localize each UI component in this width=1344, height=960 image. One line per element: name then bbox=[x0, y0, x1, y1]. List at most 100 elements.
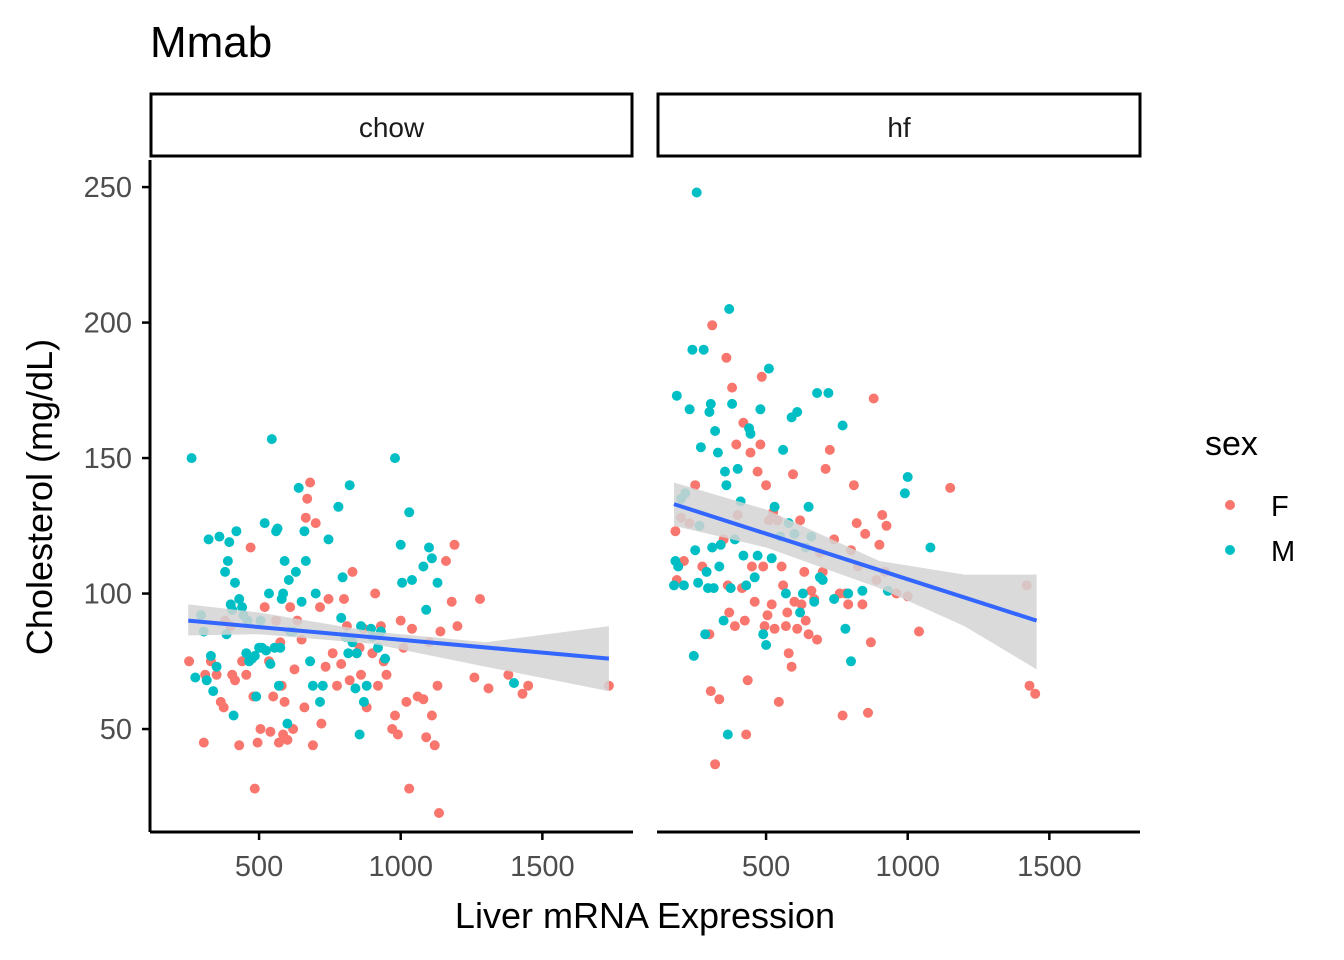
point-m bbox=[687, 344, 698, 355]
point-m bbox=[745, 428, 756, 439]
point-f bbox=[404, 783, 415, 794]
point-m bbox=[809, 596, 820, 607]
point-f bbox=[727, 382, 738, 393]
point-f bbox=[279, 696, 290, 707]
point-m bbox=[710, 426, 721, 436]
point-f bbox=[773, 696, 784, 707]
point-m bbox=[698, 344, 709, 355]
point-f bbox=[766, 599, 777, 610]
point-f bbox=[824, 444, 835, 455]
point-f bbox=[1024, 680, 1035, 691]
point-m bbox=[214, 531, 225, 542]
point-m bbox=[669, 580, 679, 591]
point-m bbox=[273, 680, 284, 691]
legend-label-f: F bbox=[1271, 491, 1289, 523]
point-f bbox=[776, 561, 787, 572]
point-m bbox=[763, 363, 774, 374]
point-m bbox=[899, 488, 910, 499]
point-m bbox=[797, 588, 808, 599]
point-f bbox=[184, 656, 195, 667]
point-m bbox=[190, 672, 201, 683]
point-m bbox=[749, 572, 760, 583]
point-f bbox=[800, 615, 811, 626]
y-tick-label: 150 bbox=[84, 443, 132, 475]
point-m bbox=[283, 575, 294, 585]
point-m bbox=[275, 642, 286, 653]
point-m bbox=[356, 621, 366, 632]
point-m bbox=[380, 653, 391, 664]
legend-key-f bbox=[1225, 500, 1235, 510]
point-f bbox=[273, 737, 284, 748]
point-m bbox=[397, 577, 408, 588]
point-m bbox=[201, 675, 212, 686]
point-f bbox=[837, 710, 848, 721]
legend-label-m: M bbox=[1271, 536, 1295, 568]
point-m bbox=[701, 566, 712, 577]
point-m bbox=[344, 480, 355, 491]
point-f bbox=[741, 729, 752, 740]
point-m bbox=[725, 583, 736, 594]
point-f bbox=[390, 710, 400, 721]
point-m bbox=[741, 580, 752, 591]
point-f bbox=[745, 447, 756, 458]
point-f bbox=[756, 371, 767, 382]
point-f bbox=[503, 669, 514, 680]
point-f bbox=[710, 759, 721, 770]
point-f bbox=[945, 482, 956, 493]
point-m bbox=[290, 566, 301, 577]
point-m bbox=[358, 696, 369, 707]
point-m bbox=[925, 542, 936, 553]
point-f bbox=[778, 580, 789, 591]
strip-chow bbox=[149, 92, 634, 158]
point-f bbox=[302, 493, 313, 504]
point-m bbox=[407, 575, 417, 585]
point-f bbox=[796, 599, 807, 610]
point-f bbox=[746, 561, 757, 572]
point-m bbox=[738, 550, 749, 561]
point-f bbox=[762, 610, 773, 621]
point-f bbox=[282, 734, 293, 745]
x-tick-label: 1000 bbox=[875, 851, 940, 883]
point-m bbox=[705, 398, 716, 409]
point-m bbox=[315, 696, 325, 707]
point-f bbox=[320, 661, 331, 672]
point-f bbox=[769, 623, 780, 634]
point-m bbox=[282, 718, 293, 729]
point-f bbox=[860, 528, 871, 539]
point-f bbox=[786, 661, 797, 672]
point-m bbox=[234, 594, 245, 604]
point-m bbox=[837, 420, 848, 431]
point-m bbox=[278, 588, 289, 599]
point-f bbox=[332, 680, 342, 691]
legend-title: sex bbox=[1205, 425, 1258, 463]
point-f bbox=[259, 602, 270, 613]
point-m bbox=[310, 588, 321, 599]
point-m bbox=[272, 523, 283, 534]
point-f bbox=[401, 696, 412, 707]
point-f bbox=[705, 686, 716, 697]
point-m bbox=[395, 539, 406, 550]
x-axis-label: Liver mRNA Expression bbox=[455, 895, 835, 936]
point-m bbox=[721, 480, 732, 491]
point-m bbox=[902, 472, 913, 482]
point-m bbox=[228, 710, 239, 721]
strip-label-hf: hf bbox=[887, 112, 911, 143]
point-m bbox=[758, 629, 769, 640]
point-f bbox=[218, 702, 229, 713]
point-m bbox=[715, 539, 726, 550]
point-m bbox=[718, 615, 729, 626]
point-f bbox=[812, 634, 823, 645]
point-f bbox=[865, 637, 876, 648]
point-f bbox=[310, 518, 321, 529]
point-m bbox=[704, 407, 715, 417]
point-m bbox=[222, 556, 233, 566]
point-m bbox=[755, 404, 766, 415]
point-m bbox=[509, 678, 519, 688]
y-tick-label: 50 bbox=[100, 714, 132, 746]
point-m bbox=[224, 537, 235, 548]
point-f bbox=[446, 596, 457, 607]
point-f bbox=[452, 621, 463, 632]
point-m bbox=[251, 691, 262, 702]
point-f bbox=[523, 680, 534, 691]
